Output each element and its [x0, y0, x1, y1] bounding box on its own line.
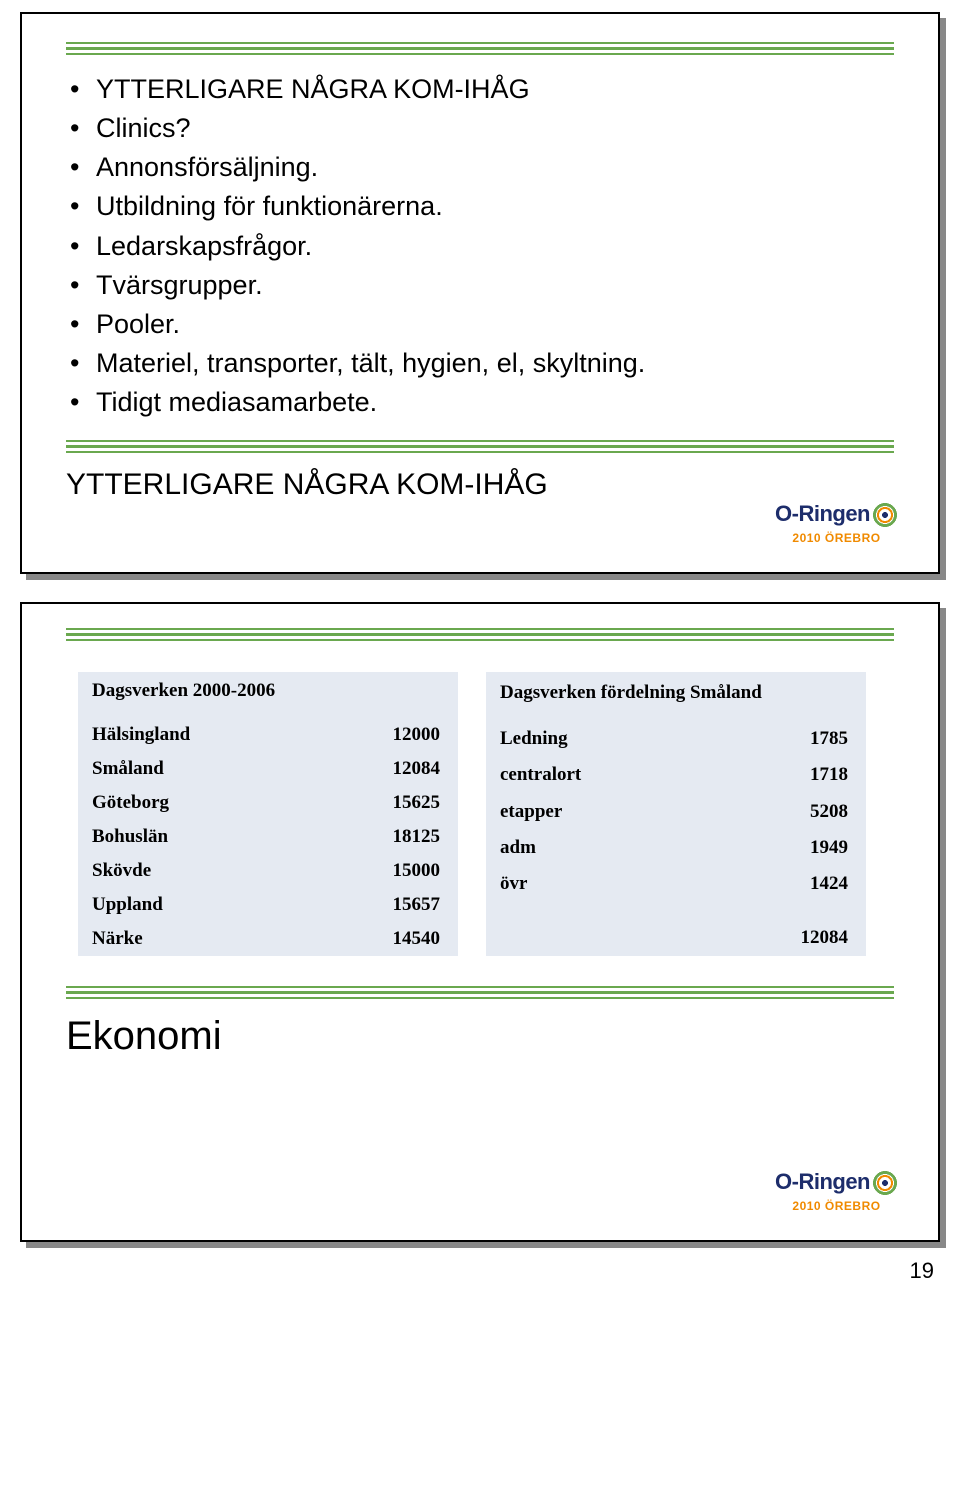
cell-label: etapper — [486, 794, 709, 830]
cell-label: Ledning — [486, 721, 709, 757]
bullet-item: Tvärsgrupper. — [70, 266, 894, 305]
cell-value: 15625 — [314, 786, 458, 820]
bullet-item: Ledarskapsfrågor. — [70, 227, 894, 266]
table-row: Göteborg15625 — [78, 786, 458, 820]
bullet-item: Tidigt mediasamarbete. — [70, 383, 894, 422]
table-row: adm1949 — [486, 830, 866, 866]
cell-label: Närke — [78, 922, 314, 956]
logo: O-Ringen 2010 ÖREBRO — [775, 1170, 898, 1212]
tables-wrap: Dagsverken 2000-2006 Hälsingland12000 Sm… — [78, 672, 894, 956]
footer-title: YTTERLIGARE NÅGRA KOM-IHÅG — [66, 468, 894, 502]
table-header: Dagsverken 2000-2006 — [78, 672, 458, 718]
logo-brand-text: O-Ringen — [775, 501, 870, 526]
cell-label: Uppland — [78, 888, 314, 922]
table-row: centralort1718 — [486, 757, 866, 793]
logo-mark-icon — [872, 502, 898, 528]
cell-value: 14540 — [314, 922, 458, 956]
cell-value: 1785 — [709, 721, 866, 757]
cell-value: 15657 — [314, 888, 458, 922]
table-row-total: 12084 — [486, 920, 866, 956]
cell-label: övr — [486, 866, 709, 902]
logo: O-Ringen 2010 ÖREBRO — [775, 502, 898, 544]
rule-bottom — [66, 440, 894, 454]
table-row: Hälsingland12000 — [78, 718, 458, 752]
logo-subtext: 2010 ÖREBRO — [775, 1200, 898, 1212]
table-row: Bohuslän18125 — [78, 820, 458, 854]
rule-top — [66, 42, 894, 56]
page-number: 19 — [910, 1258, 934, 1284]
cell-label: Skövde — [78, 854, 314, 888]
bullet-item: Materiel, transporter, tält, hygien, el,… — [70, 344, 894, 383]
table-row: Närke14540 — [78, 922, 458, 956]
table-row: Småland12084 — [78, 752, 458, 786]
cell-value: 1718 — [709, 757, 866, 793]
logo-mark-icon — [872, 1170, 898, 1196]
rule-bottom — [66, 986, 894, 1000]
logo-brand-text: O-Ringen — [775, 1169, 870, 1194]
logo-brand: O-Ringen — [775, 502, 898, 528]
slide-2: Dagsverken 2000-2006 Hälsingland12000 Sm… — [20, 602, 940, 1242]
cell-value: 18125 — [314, 820, 458, 854]
table-dagsverken-years: Dagsverken 2000-2006 Hälsingland12000 Sm… — [78, 672, 458, 956]
cell-value: 12000 — [314, 718, 458, 752]
bullet-list: YTTERLIGARE NÅGRA KOM-IHÅG Clinics? Anno… — [70, 70, 894, 422]
bullet-item: YTTERLIGARE NÅGRA KOM-IHÅG — [70, 70, 894, 109]
bullet-item: Annonsförsäljning. — [70, 148, 894, 187]
cell-value: 1949 — [709, 830, 866, 866]
cell-label: Småland — [78, 752, 314, 786]
table-row: Uppland15657 — [78, 888, 458, 922]
rule-top — [66, 628, 894, 642]
table-header: Dagsverken fördelning Småland — [486, 672, 866, 721]
bullet-item: Clinics? — [70, 109, 894, 148]
cell-label: Göteborg — [78, 786, 314, 820]
cell-label: adm — [486, 830, 709, 866]
cell-value: 5208 — [709, 794, 866, 830]
bullet-item: Utbildning för funktionärerna. — [70, 187, 894, 226]
logo-brand: O-Ringen — [775, 1170, 898, 1196]
cell-label: centralort — [486, 757, 709, 793]
table-gap — [486, 902, 866, 920]
footer-title: Ekonomi — [66, 1014, 894, 1059]
cell-value: 15000 — [314, 854, 458, 888]
table-row: Ledning1785 — [486, 721, 866, 757]
cell-value: 1424 — [709, 866, 866, 902]
table-row: Skövde15000 — [78, 854, 458, 888]
table-dagsverken-smaland: Dagsverken fördelning Småland Ledning178… — [486, 672, 866, 956]
table-row: etapper5208 — [486, 794, 866, 830]
table-row: övr1424 — [486, 866, 866, 902]
cell-value: 12084 — [314, 752, 458, 786]
logo-subtext: 2010 ÖREBRO — [775, 532, 898, 544]
bullet-item: Pooler. — [70, 305, 894, 344]
cell-total: 12084 — [709, 920, 866, 956]
slide-1: YTTERLIGARE NÅGRA KOM-IHÅG Clinics? Anno… — [20, 12, 940, 574]
cell-label: Bohuslän — [78, 820, 314, 854]
cell-label: Hälsingland — [78, 718, 314, 752]
